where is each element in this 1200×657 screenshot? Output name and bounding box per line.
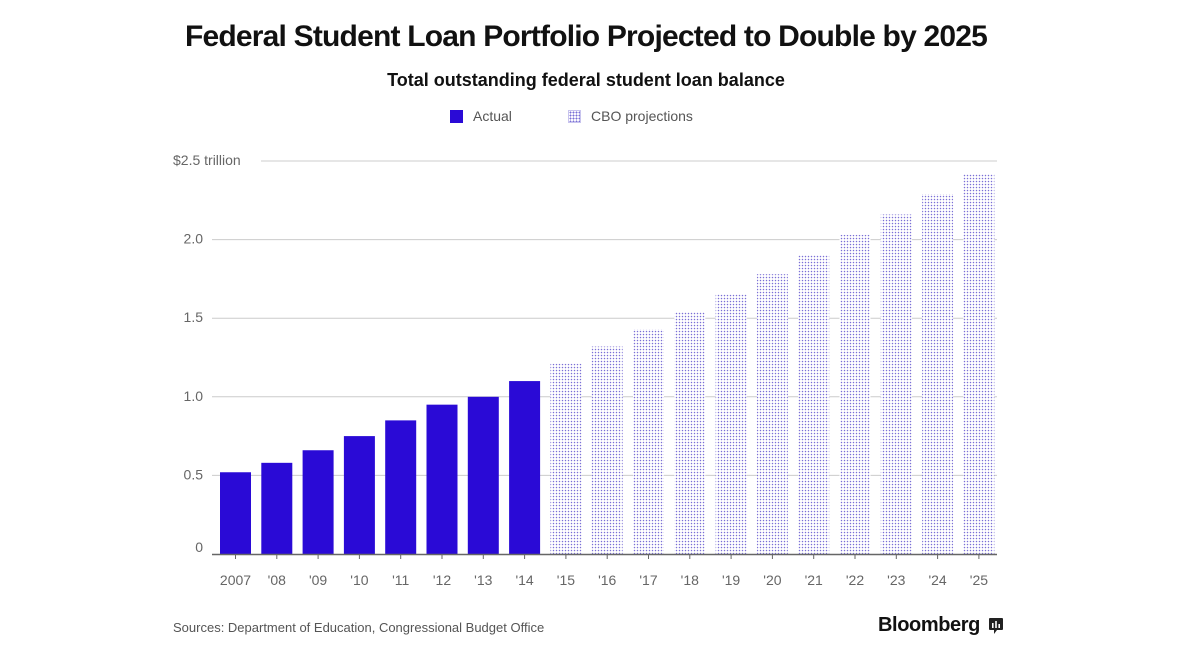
bar-actual bbox=[467, 396, 499, 554]
y-tick-label: $2.5 trillion bbox=[173, 152, 241, 168]
bar-actual bbox=[220, 472, 251, 554]
bar-actual bbox=[302, 450, 334, 554]
chart-title: Federal Student Loan Portfolio Projected… bbox=[184, 20, 988, 53]
chart-subtitle: Total outstanding federal student loan b… bbox=[387, 70, 785, 90]
bloomberg-terminal-icon bbox=[988, 617, 1003, 634]
bar-projection bbox=[715, 294, 747, 554]
x-tick-label: '09 bbox=[309, 572, 327, 588]
legend-label-projections: CBO projections bbox=[591, 108, 693, 124]
x-tick-label: '14 bbox=[515, 572, 533, 588]
bar-projection bbox=[674, 311, 706, 554]
x-tick-label: '19 bbox=[722, 572, 740, 588]
x-tick-label: '21 bbox=[805, 572, 823, 588]
x-tick-label: '15 bbox=[557, 572, 575, 588]
x-tick-label: '08 bbox=[268, 572, 286, 588]
bar-projection bbox=[550, 363, 582, 554]
bar-actual bbox=[385, 420, 417, 554]
brand-logo: Bloomberg bbox=[878, 614, 1004, 637]
y-tick-label: 0.5 bbox=[184, 466, 204, 482]
legend-swatch-projections bbox=[568, 109, 581, 123]
source-note: Sources: Department of Education, Congre… bbox=[173, 620, 545, 635]
bar-projection bbox=[963, 173, 995, 555]
bar-actual bbox=[343, 436, 375, 554]
brand-name: Bloomberg bbox=[878, 614, 980, 636]
x-tick-label: 2007 bbox=[220, 572, 251, 588]
x-tick-label: '16 bbox=[598, 572, 616, 588]
bar-projection bbox=[756, 274, 788, 554]
x-tick-label: '10 bbox=[350, 572, 368, 588]
bar-actual bbox=[509, 381, 541, 554]
bar-projection bbox=[591, 346, 623, 554]
x-tick-label: '17 bbox=[639, 572, 657, 588]
bar-actual bbox=[426, 404, 458, 554]
bar-projection bbox=[798, 255, 830, 554]
bar-projection bbox=[839, 234, 871, 554]
x-tick-label: '11 bbox=[392, 572, 409, 588]
y-tick-label: 1.0 bbox=[184, 388, 204, 404]
x-tick-label: '18 bbox=[681, 572, 699, 588]
x-tick-label: '12 bbox=[433, 572, 451, 588]
x-tick-label: '24 bbox=[928, 572, 946, 588]
legend-label-actual: Actual bbox=[473, 108, 512, 124]
bar-actual bbox=[261, 462, 293, 554]
bar-projection bbox=[633, 329, 664, 554]
x-tick-label: '25 bbox=[970, 572, 988, 588]
y-tick-label: 0 bbox=[195, 539, 203, 555]
y-tick-label: 2.0 bbox=[184, 231, 204, 247]
x-tick-label: '20 bbox=[763, 572, 781, 588]
x-tick-label: '13 bbox=[474, 572, 492, 588]
bar-projection bbox=[880, 214, 912, 554]
x-tick-label: '22 bbox=[846, 572, 864, 588]
bar-projection bbox=[922, 194, 954, 554]
y-tick-label: 1.5 bbox=[184, 309, 204, 325]
x-tick-label: '23 bbox=[887, 572, 905, 588]
legend-swatch-actual bbox=[450, 109, 463, 123]
legend-item-projections: CBO projections bbox=[568, 108, 693, 124]
legend-item-actual: Actual bbox=[450, 108, 512, 124]
